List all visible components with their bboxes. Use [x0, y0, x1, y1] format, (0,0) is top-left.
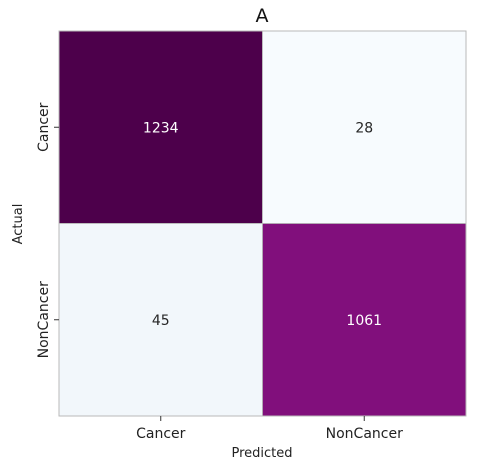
cell-value-label-1-0: 45	[152, 313, 170, 329]
heatmap-cell-0-0	[58, 30, 263, 224]
x-axis-ticks: Cancer NonCancer	[136, 416, 403, 442]
y-tick-label-1: NonCancer	[36, 281, 52, 358]
x-tick-label-0: Cancer	[136, 426, 186, 442]
heatmap-cells: 1234 28 45 1061	[58, 30, 467, 417]
heatmap-cell-0-1	[262, 30, 467, 224]
cell-value-label-1-1: 1061	[346, 313, 382, 329]
cell-value-label-0-0: 1234	[143, 120, 179, 136]
heatmap-cell-1-1	[262, 223, 467, 417]
plot-frame	[58, 30, 467, 417]
y-axis-label: Actual	[11, 204, 26, 245]
x-axis-label: Predicted	[231, 446, 292, 461]
heatmap-cell-1-0	[58, 223, 263, 417]
y-axis-ticks: Cancer NonCancer	[36, 102, 59, 358]
cell-value-label-0-1: 28	[355, 120, 373, 136]
chart-title: A	[256, 5, 269, 27]
x-tick-label-1: NonCancer	[326, 426, 403, 442]
y-tick-label-0: Cancer	[36, 102, 52, 152]
